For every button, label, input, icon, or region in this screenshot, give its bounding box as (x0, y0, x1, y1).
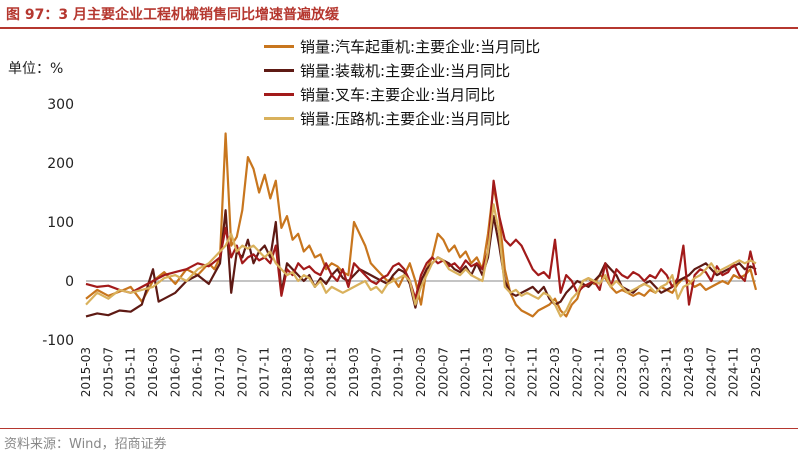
x-tick-label: 2015-03 (79, 347, 93, 397)
x-tick-label: 2022-07 (570, 347, 584, 397)
y-tick-label: 0 (65, 274, 74, 290)
x-tick-label: 2024-07 (704, 347, 718, 397)
x-tick-label: 2018-03 (280, 347, 294, 397)
x-tick-label: 2017-07 (235, 347, 249, 397)
series-line (85, 179, 758, 306)
y-tick-label: 300 (47, 97, 74, 113)
legend-item[interactable]: 销量:装载机:主要企业:当月同比 (264, 58, 540, 82)
source-note: 资料来源：Wind，招商证券 (4, 437, 167, 452)
x-tick-label: 2019-07 (369, 347, 383, 397)
legend-swatch (264, 92, 294, 96)
x-tick-label: 2020-03 (414, 347, 428, 397)
x-tick-label: 2015-11 (124, 347, 138, 397)
x-tick-label: 2021-03 (481, 347, 495, 397)
title-rule (0, 27, 798, 29)
x-tick-label: 2018-07 (302, 347, 316, 397)
x-tick-label: 2017-11 (258, 347, 272, 397)
x-tick-label: 2018-11 (325, 347, 339, 397)
series-line (85, 209, 757, 318)
x-tick-label: 2019-11 (392, 347, 406, 397)
chart-title: 图 97：3 月主要企业工程机械销售同比增速普遍放缓 (6, 7, 339, 23)
x-tick-label: 2024-03 (682, 347, 696, 397)
line-chart: -100 0 100 200 300 2015-03 2015-07 2015-11 2016-… (42, 97, 763, 397)
x-tick-label: 2019-03 (347, 347, 361, 397)
x-tick-label: 2022-11 (593, 347, 607, 397)
x-tick-label: 2022-03 (548, 347, 562, 397)
unit-label: 单位：% (8, 61, 64, 77)
y-tick-label: -100 (42, 333, 74, 349)
legend-item[interactable]: 销量:汽车起重机:主要企业:当月同比 (264, 34, 540, 58)
x-tick-label: 2016-03 (146, 347, 160, 397)
x-tick-label: 2020-07 (436, 347, 450, 397)
x-tick-label: 2021-11 (526, 347, 540, 397)
legend-label: 销量:压路机:主要企业:当月同比 (300, 109, 511, 128)
x-tick-label: 2021-07 (503, 347, 517, 397)
x-tick-label: 2016-11 (191, 347, 205, 397)
chart-legend: 销量:汽车起重机:主要企业:当月同比 销量:装载机:主要企业:当月同比 销量:叉… (264, 34, 540, 130)
legend-item[interactable]: 销量:压路机:主要企业:当月同比 (264, 106, 540, 130)
series-line (85, 203, 757, 318)
x-tick-label: 2023-03 (615, 347, 629, 397)
x-tick-label: 2017-03 (213, 347, 227, 397)
legend-label: 销量:叉车:主要企业:当月同比 (300, 85, 496, 104)
footer-rule (0, 428, 798, 429)
x-tick-label: 2020-11 (459, 347, 473, 397)
x-tick-label: 2023-11 (660, 347, 674, 397)
y-tick-label: 100 (47, 215, 74, 231)
legend-swatch (264, 116, 294, 120)
x-tick-label: 2016-07 (168, 347, 182, 397)
legend-swatch (264, 44, 294, 48)
legend-label: 销量:装载机:主要企业:当月同比 (300, 61, 511, 80)
legend-label: 销量:汽车起重机:主要企业:当月同比 (300, 37, 541, 56)
x-tick-label: 2015-07 (101, 347, 115, 397)
legend-item[interactable]: 销量:叉车:主要企业:当月同比 (264, 82, 540, 106)
x-tick-label: 2025-03 (749, 347, 763, 397)
x-tick-label: 2023-07 (637, 347, 651, 397)
x-tick-label: 2024-11 (727, 347, 741, 397)
y-tick-label: 200 (47, 156, 74, 172)
legend-swatch (264, 68, 294, 72)
